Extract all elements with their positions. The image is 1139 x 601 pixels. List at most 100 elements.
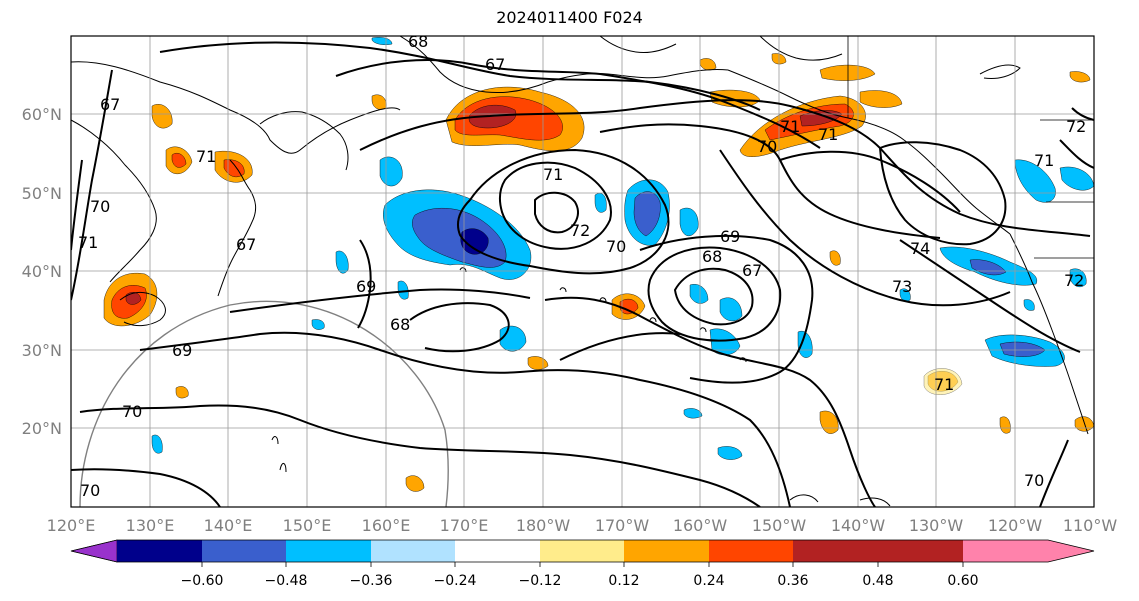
contour-label: 69 bbox=[172, 341, 192, 360]
contour-label: 70 bbox=[757, 137, 777, 156]
contour-label: 71 bbox=[818, 125, 838, 144]
colorbar-segment bbox=[117, 540, 202, 562]
contour-label: 71 bbox=[196, 147, 216, 166]
negative-anomaly-area bbox=[717, 446, 743, 460]
lon-label: 170°W bbox=[595, 516, 650, 535]
negative-anomaly-area bbox=[460, 228, 489, 255]
lon-label: 120°W bbox=[988, 516, 1043, 535]
range-circle bbox=[79, 300, 449, 507]
contour-label: 72 bbox=[570, 221, 590, 240]
contour-label: 70 bbox=[122, 402, 142, 421]
contour-label: 68 bbox=[408, 32, 428, 51]
negative-anomaly-area bbox=[679, 207, 699, 236]
negative-anomaly-area bbox=[709, 328, 741, 356]
negative-anomaly-area bbox=[594, 193, 607, 213]
positive-anomaly-area bbox=[819, 64, 876, 81]
lon-label: 150°W bbox=[752, 516, 807, 535]
positive-anomaly-area bbox=[405, 475, 425, 492]
lat-label: 40°N bbox=[22, 262, 62, 281]
colorbar-arrow-low bbox=[70, 539, 118, 563]
map-frame bbox=[70, 35, 1095, 508]
colorbar-tick-label: 0.36 bbox=[777, 573, 808, 589]
contour-label: 70 bbox=[80, 481, 100, 500]
negative-anomaly-area bbox=[689, 284, 709, 304]
colorbar-segment bbox=[709, 540, 794, 562]
positive-anomaly-area bbox=[709, 89, 761, 108]
colorbar-tick-label: 0.60 bbox=[947, 573, 978, 589]
colorbar-outline bbox=[70, 539, 1095, 563]
contour-label: 71 bbox=[1034, 151, 1054, 170]
colorbar-tick-label: 0.48 bbox=[862, 573, 893, 589]
negative-anomaly-area bbox=[1014, 159, 1056, 203]
contour-label: 68 bbox=[702, 247, 722, 266]
positive-anomaly-area bbox=[151, 104, 173, 129]
negative-anomaly-area bbox=[379, 156, 403, 187]
positive-anomaly-area bbox=[175, 386, 189, 399]
colorbar-segment bbox=[371, 540, 456, 562]
contour-label: 71 bbox=[78, 233, 98, 252]
contour-label: 70 bbox=[606, 237, 626, 256]
contour-label: 67 bbox=[236, 235, 256, 254]
colorbar-segment bbox=[202, 540, 287, 562]
lon-label: 180°W bbox=[516, 516, 571, 535]
contour-label: 67 bbox=[485, 55, 505, 74]
lon-label: 110°W bbox=[1063, 516, 1118, 535]
contour-label: 71 bbox=[780, 117, 800, 136]
contour-label: 72 bbox=[1064, 271, 1084, 290]
negative-anomaly-area bbox=[335, 250, 349, 274]
negative-anomaly-area bbox=[371, 37, 393, 45]
positive-anomaly-area bbox=[699, 58, 717, 71]
colorbar-tick-label: −0.12 bbox=[519, 573, 562, 589]
positive-anomaly-area bbox=[923, 368, 963, 395]
colorbar-arrow-high bbox=[963, 540, 1094, 562]
negative-anomaly-area bbox=[1023, 299, 1035, 311]
contour-label: 67 bbox=[100, 95, 120, 114]
contour-label: 67 bbox=[742, 261, 762, 280]
colorbar-tick-label: 0.24 bbox=[693, 573, 724, 589]
negative-anomaly-area bbox=[311, 319, 325, 330]
height-contours bbox=[71, 41, 1094, 507]
colorbar-tick-label: −0.48 bbox=[265, 573, 308, 589]
negative-anomaly-area bbox=[151, 434, 163, 454]
colorbar-tick-label: −0.36 bbox=[350, 573, 393, 589]
negative-anomaly-area bbox=[719, 297, 743, 322]
colorbar-segment bbox=[286, 540, 371, 562]
lon-label: 160°W bbox=[673, 516, 728, 535]
contour-label: 72 bbox=[1066, 117, 1086, 136]
map-panel bbox=[71, 36, 1094, 507]
negative-anomaly-area bbox=[899, 288, 911, 302]
positive-anomaly-area bbox=[859, 90, 903, 108]
contour-labels: 68 67 71 72 70 71 71 67 67 70 71 72 70 6… bbox=[78, 32, 1086, 500]
colorbar-segment bbox=[540, 540, 625, 562]
contour-label: 68 bbox=[390, 315, 410, 334]
lon-label: 170°E bbox=[440, 516, 489, 535]
coastlines bbox=[71, 36, 1094, 507]
contour-label: 73 bbox=[892, 277, 912, 296]
contour-label: 69 bbox=[356, 277, 376, 296]
positive-anomaly-area bbox=[125, 292, 142, 305]
colorbar-segment bbox=[624, 540, 709, 562]
colorbar-segment bbox=[878, 540, 963, 562]
map-title: 2024011400 F024 bbox=[496, 8, 643, 27]
lat-label: 50°N bbox=[22, 184, 62, 203]
negative-anomaly-area bbox=[633, 191, 661, 237]
lon-label: 130°E bbox=[126, 516, 175, 535]
latitude-labels: 60°N 50°N 40°N 30°N 20°N bbox=[22, 105, 62, 438]
colorbar-segment bbox=[455, 540, 540, 562]
anomaly-fields bbox=[103, 37, 1094, 492]
colorbar: −0.60 −0.48 −0.36 −0.24 −0.12 0.12 0.24 … bbox=[70, 539, 1095, 589]
positive-anomaly-area bbox=[829, 250, 841, 266]
contour-label: 70 bbox=[90, 197, 110, 216]
lon-label: 160°E bbox=[362, 516, 411, 535]
contour-label: 70 bbox=[1024, 471, 1044, 490]
contour-label: 71 bbox=[543, 165, 563, 184]
negative-anomaly-area bbox=[1069, 268, 1087, 288]
contour-label: 69 bbox=[720, 227, 740, 246]
positive-anomaly-area bbox=[171, 152, 187, 168]
lat-label: 30°N bbox=[22, 341, 62, 360]
lat-label: 60°N bbox=[22, 105, 62, 124]
lon-label: 150°E bbox=[283, 516, 332, 535]
positive-anomaly-area bbox=[999, 416, 1011, 434]
lon-label: 120°E bbox=[47, 516, 96, 535]
colorbar-tick-label: 0.12 bbox=[608, 573, 639, 589]
